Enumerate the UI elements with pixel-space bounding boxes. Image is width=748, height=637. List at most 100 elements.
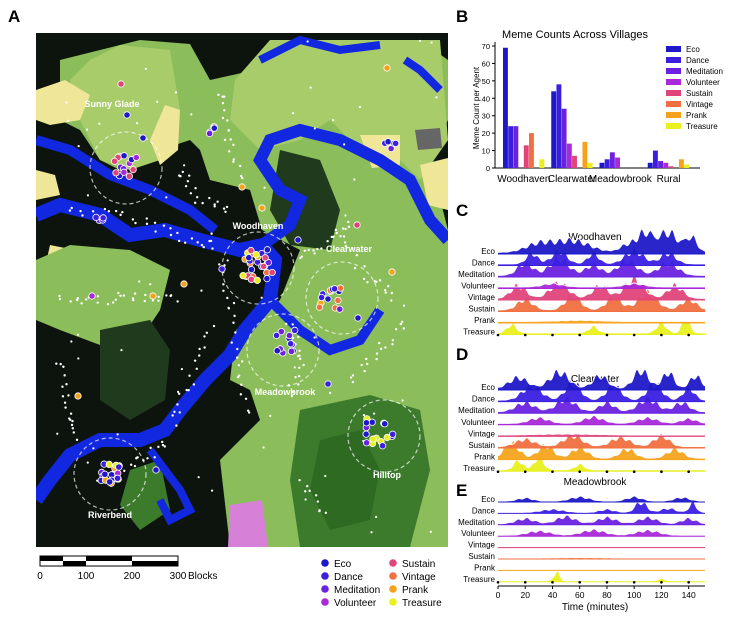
- trail-dot-227: [378, 279, 382, 282]
- trail-dot-80: [247, 411, 251, 414]
- ridge-outline-clearwater-vintage: [498, 433, 705, 436]
- trail-dot-271: [313, 127, 316, 130]
- agent-marker-29: [263, 246, 271, 254]
- village-circle-riverbend: [73, 437, 147, 511]
- ridge-outline-meadowbrook-treasure: [498, 570, 705, 582]
- ridge-tick-dot-meadowbrook-140: [687, 581, 690, 584]
- bar-woodhaven-meditation: [513, 126, 519, 168]
- ridge-label-clearwater-prank: Prank: [474, 453, 496, 462]
- trail-dot-266: [183, 164, 186, 167]
- trail-dot-22: [183, 241, 187, 244]
- trail-dot-309: [344, 214, 347, 217]
- ridge-outline-meadowbrook-dance: [498, 500, 706, 514]
- trail-dot-294: [353, 178, 356, 181]
- trail-dot-215: [224, 210, 227, 213]
- legend-label-volunteer: Volunteer: [334, 598, 377, 609]
- time-tick-label-60: 60: [575, 590, 585, 600]
- trail-dot-52: [165, 294, 168, 297]
- trail-dot-149: [394, 327, 398, 331]
- trail-dot-248: [157, 445, 160, 449]
- trail-dot-257: [262, 446, 265, 449]
- agent-marker-30: [247, 275, 255, 284]
- trail-dot-205: [189, 192, 193, 195]
- legend-label-treasure: Treasure: [402, 598, 442, 609]
- trail-dot-17: [162, 224, 166, 227]
- trail-dot-246: [153, 456, 156, 459]
- trail-dot-157: [223, 109, 226, 112]
- trail-dot-2: [79, 209, 82, 213]
- trail-dot-132: [173, 410, 176, 414]
- legend-label-sustain: Sustain: [402, 559, 435, 570]
- trail-dot-220: [350, 246, 354, 250]
- trail-dot-97: [290, 394, 294, 398]
- panel-label-a: A: [8, 7, 20, 26]
- trail-dot-287: [401, 399, 404, 402]
- village-label-meadowbrook: Meadowbrook: [255, 387, 316, 397]
- trail-dot-265: [190, 113, 193, 116]
- scale-bar-segment-2: [63, 561, 86, 566]
- agent-marker-82: [362, 419, 371, 427]
- trail-dot-143: [375, 352, 379, 355]
- trail-dot-196: [318, 509, 321, 513]
- scale-unit: Blocks: [188, 571, 217, 582]
- trail-dot-46: [144, 293, 147, 297]
- ridge-tick-dot-clearwater-40: [551, 470, 554, 474]
- trail-dot-16: [154, 230, 157, 233]
- ridge-area-woodhaven-volunteer: [498, 283, 705, 289]
- bar-meadowbrook-meditation: [609, 152, 615, 168]
- ridge-tick-dot-woodhaven-100: [632, 333, 636, 337]
- trail-dot-26: [200, 243, 204, 247]
- ridge-area-clearwater-meditation: [498, 396, 705, 414]
- trail-dot-269: [149, 283, 152, 286]
- agent-marker-43: [315, 303, 324, 311]
- legend-label-vintage: Vintage: [402, 572, 436, 583]
- trail-dot-190: [306, 484, 309, 488]
- trail-dot-214: [225, 205, 229, 209]
- trail-dot-123: [193, 359, 197, 362]
- time-axis: 0 20 40 60 80 100 120 140: [496, 585, 705, 600]
- trail-dot-61: [222, 283, 225, 286]
- trail-dot-42: [122, 294, 126, 297]
- agent-marker-49: [324, 295, 332, 303]
- trail-dot-13: [145, 217, 148, 220]
- bar-legend-label-eco: Eco: [686, 45, 700, 54]
- ridge-area-woodhaven-sustain: [498, 289, 705, 312]
- agent-marker-48: [336, 305, 344, 313]
- agent-marker-130: [294, 236, 302, 244]
- trail-dot-300: [227, 306, 230, 309]
- bar-category-rural: Rural: [657, 174, 681, 185]
- ridge-tick-dot-woodhaven-120: [660, 333, 663, 337]
- ridge-label-woodhaven-dance: Dance: [472, 259, 496, 268]
- trail-dot-274: [170, 294, 173, 297]
- trail-dot-204: [194, 186, 197, 190]
- trail-dot-201: [188, 174, 191, 177]
- agent-marker-35: [260, 262, 268, 270]
- trail-dot-268: [98, 122, 101, 125]
- bar-woodhaven-dance: [508, 126, 514, 168]
- trail-dot-82: [291, 323, 294, 326]
- trail-dot-209: [208, 196, 211, 200]
- trail-dot-163: [229, 138, 232, 141]
- village-label-hilltop: Hilltop: [373, 470, 401, 480]
- trail-dot-98: [291, 390, 294, 394]
- ridge-label-woodhaven-prank: Prank: [474, 316, 496, 325]
- panel-label-c: C: [456, 201, 468, 220]
- river-ne: [402, 56, 443, 93]
- agent-marker-9: [129, 166, 137, 174]
- agent-marker-108: [205, 129, 214, 138]
- ridge-tick-dot-woodhaven-20: [523, 333, 527, 337]
- agent-marker-75: [381, 420, 389, 428]
- agent-marker-4: [112, 169, 120, 177]
- agent-marker-55: [330, 285, 339, 293]
- agent-marker-126: [149, 292, 157, 300]
- trail-dot-146: [384, 346, 387, 349]
- trail-dot-200: [179, 175, 182, 178]
- river-top: [258, 35, 381, 64]
- ridge-label-clearwater-sustain: Sustain: [468, 441, 495, 450]
- ridge-label-meadowbrook-meditation: Meditation: [458, 518, 495, 527]
- agent-marker-111: [99, 214, 107, 222]
- ridge-area-meadowbrook-treasure: [498, 570, 705, 582]
- ridge-area-meadowbrook-eco: [498, 495, 705, 502]
- trail-dot-133: [171, 414, 174, 417]
- agent-marker-8: [120, 168, 128, 176]
